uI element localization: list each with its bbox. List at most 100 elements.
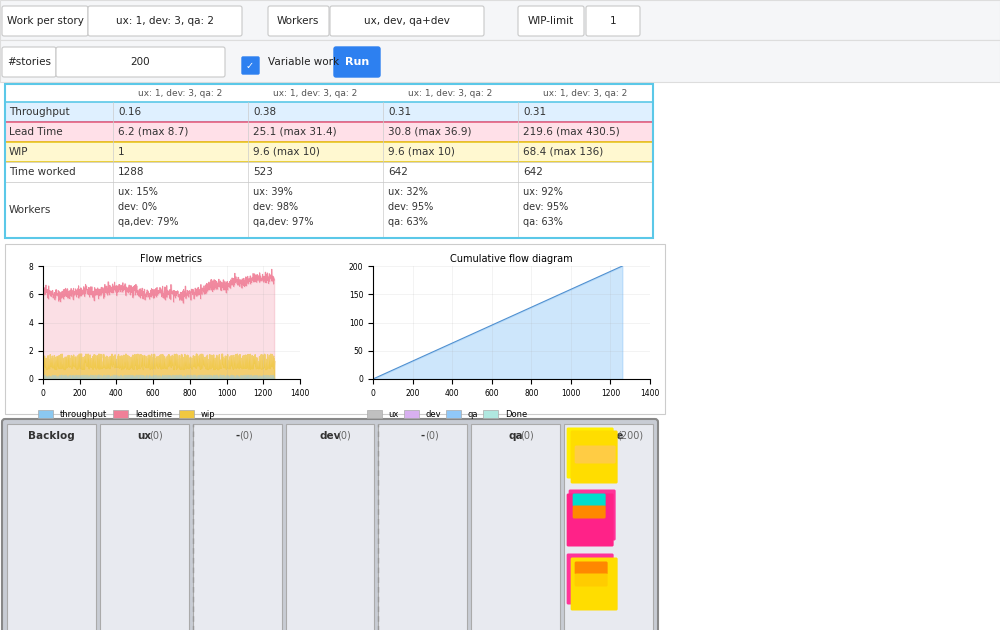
Bar: [378, 424, 467, 630]
Legend: ux, dev, qa, Done: ux, dev, qa, Done: [363, 406, 530, 422]
FancyBboxPatch shape: [242, 57, 259, 74]
Text: ux: 1, dev: 3, qa: 2: ux: 1, dev: 3, qa: 2: [116, 16, 214, 26]
Text: 0.16: 0.16: [118, 107, 141, 117]
Text: Lead Time: Lead Time: [9, 127, 63, 137]
Text: 0.38: 0.38: [253, 107, 276, 117]
FancyBboxPatch shape: [571, 430, 618, 483]
Text: Throughput: Throughput: [9, 107, 70, 117]
Bar: [5, 244, 665, 414]
Bar: [0, 0, 1000, 40]
Text: ux: 1, dev: 3, qa: 2: ux: 1, dev: 3, qa: 2: [273, 88, 358, 98]
FancyBboxPatch shape: [56, 47, 225, 77]
Text: Done: Done: [593, 431, 624, 441]
Bar: [5, 162, 653, 182]
Text: ux: 92%: ux: 92%: [523, 187, 563, 197]
Legend: throughput, leadtime, wip: throughput, leadtime, wip: [34, 406, 218, 422]
Bar: [0, 40, 1000, 82]
Bar: [5, 84, 653, 238]
FancyBboxPatch shape: [575, 445, 616, 464]
FancyBboxPatch shape: [575, 561, 608, 575]
Text: 642: 642: [388, 167, 408, 177]
Text: 642: 642: [523, 167, 543, 177]
Title: Flow metrics: Flow metrics: [140, 254, 202, 264]
Text: 200: 200: [130, 57, 150, 67]
Text: dev: 98%: dev: 98%: [253, 202, 298, 212]
Text: ✓: ✓: [246, 61, 254, 71]
Text: 1: 1: [118, 147, 125, 157]
Text: ux: ux: [137, 431, 151, 441]
Bar: [471, 424, 560, 630]
Text: 0.31: 0.31: [388, 107, 411, 117]
Bar: [7, 424, 96, 630]
Text: 0.31: 0.31: [523, 107, 546, 117]
Text: qa,dev: 97%: qa,dev: 97%: [253, 217, 314, 227]
Text: #stories: #stories: [7, 57, 51, 67]
Text: 30.8 (max 36.9): 30.8 (max 36.9): [388, 127, 472, 137]
Text: 25.1 (max 31.4): 25.1 (max 31.4): [253, 127, 337, 137]
FancyBboxPatch shape: [2, 419, 658, 630]
Text: dev: 95%: dev: 95%: [523, 202, 568, 212]
Text: Time worked: Time worked: [9, 167, 76, 177]
Bar: [5, 142, 653, 162]
Text: ux: 1, dev: 3, qa: 2: ux: 1, dev: 3, qa: 2: [543, 88, 628, 98]
FancyBboxPatch shape: [567, 428, 614, 479]
FancyBboxPatch shape: [573, 493, 606, 507]
Text: (0): (0): [149, 431, 163, 441]
Title: Cumulative flow diagram: Cumulative flow diagram: [450, 254, 573, 264]
Text: 6.2 (max 8.7): 6.2 (max 8.7): [118, 127, 188, 137]
Text: ux: 39%: ux: 39%: [253, 187, 293, 197]
Bar: [5, 102, 653, 122]
Text: 219.6 (max 430.5): 219.6 (max 430.5): [523, 127, 620, 137]
Text: 9.6 (max 10): 9.6 (max 10): [253, 147, 320, 157]
Text: WIP: WIP: [9, 147, 28, 157]
Bar: [564, 424, 653, 630]
Bar: [193, 424, 282, 630]
Bar: [5, 122, 653, 142]
Text: 523: 523: [253, 167, 273, 177]
Text: -: -: [421, 431, 425, 441]
Text: 1: 1: [610, 16, 616, 26]
FancyBboxPatch shape: [569, 490, 616, 541]
Text: dev: 95%: dev: 95%: [388, 202, 433, 212]
FancyBboxPatch shape: [567, 554, 614, 605]
Text: qa,dev: 79%: qa,dev: 79%: [118, 217, 178, 227]
FancyBboxPatch shape: [330, 6, 484, 36]
FancyBboxPatch shape: [2, 6, 88, 36]
Text: Variable work: Variable work: [268, 57, 339, 67]
Text: (200): (200): [618, 431, 644, 441]
Text: 68.4 (max 136): 68.4 (max 136): [523, 147, 603, 157]
Text: (0): (0): [337, 431, 351, 441]
Text: ux: 32%: ux: 32%: [388, 187, 428, 197]
Text: dev: 0%: dev: 0%: [118, 202, 157, 212]
FancyBboxPatch shape: [88, 6, 242, 36]
Bar: [5, 182, 653, 238]
FancyBboxPatch shape: [573, 505, 606, 518]
Text: Run: Run: [345, 57, 369, 67]
Text: qa: qa: [508, 431, 523, 441]
Text: ux: 1, dev: 3, qa: 2: ux: 1, dev: 3, qa: 2: [138, 88, 223, 98]
Text: qa: 63%: qa: 63%: [388, 217, 428, 227]
Bar: [286, 424, 374, 630]
Text: ux: 15%: ux: 15%: [118, 187, 158, 197]
FancyBboxPatch shape: [586, 6, 640, 36]
FancyBboxPatch shape: [575, 573, 608, 587]
Text: (0): (0): [425, 431, 439, 441]
Text: Work per story: Work per story: [7, 16, 83, 26]
Bar: [100, 424, 189, 630]
FancyBboxPatch shape: [518, 6, 584, 36]
Text: ux, dev, qa+dev: ux, dev, qa+dev: [364, 16, 450, 26]
Text: (0): (0): [520, 431, 534, 441]
Text: ux: 1, dev: 3, qa: 2: ux: 1, dev: 3, qa: 2: [408, 88, 493, 98]
Text: Workers: Workers: [277, 16, 319, 26]
Text: Workers: Workers: [9, 205, 51, 215]
FancyBboxPatch shape: [334, 47, 380, 77]
Text: -: -: [235, 431, 239, 441]
Text: 9.6 (max 10): 9.6 (max 10): [388, 147, 455, 157]
Text: dev: dev: [319, 431, 341, 441]
Text: Backlog: Backlog: [28, 431, 75, 441]
Text: qa: 63%: qa: 63%: [523, 217, 563, 227]
FancyBboxPatch shape: [268, 6, 329, 36]
Text: 1288: 1288: [118, 167, 144, 177]
Text: WIP-limit: WIP-limit: [528, 16, 574, 26]
FancyBboxPatch shape: [2, 47, 56, 77]
